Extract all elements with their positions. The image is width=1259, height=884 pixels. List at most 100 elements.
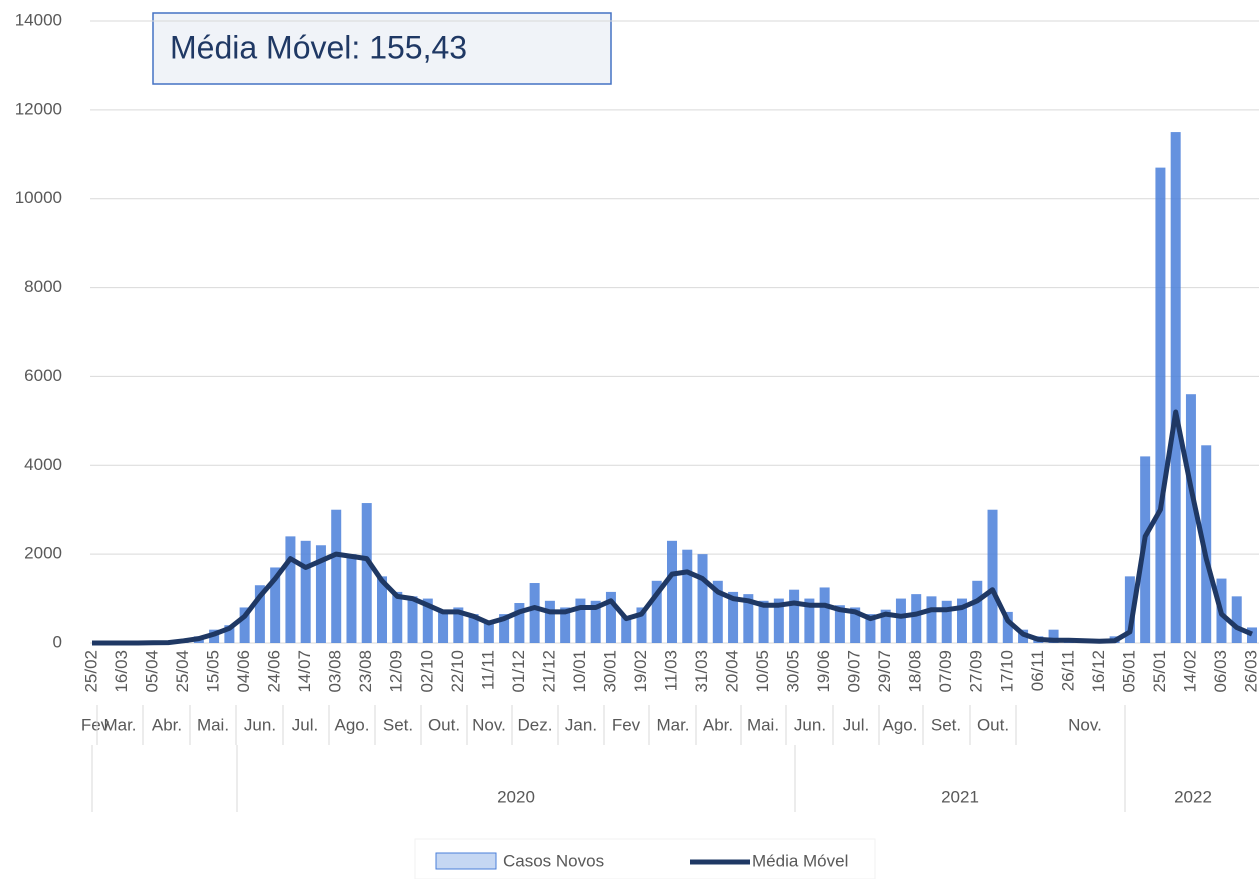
month-label: Jul. [292,715,318,734]
x-tick-label: 15/05 [204,650,223,693]
x-tick-label: 02/10 [417,650,436,693]
year-label: 2020 [497,787,535,806]
legend-label: Casos Novos [503,851,604,870]
x-tick-label: 19/02 [631,650,650,693]
bar [362,503,372,643]
year-label: 2022 [1174,787,1212,806]
y-tick-label: 8000 [24,277,62,296]
x-tick-label: 20/04 [723,650,742,693]
bar [408,596,418,643]
month-label: Mai. [747,715,779,734]
x-tick-label: 29/07 [875,650,894,693]
month-label: Jun. [244,715,276,734]
x-tick-label: 22/10 [448,650,467,693]
bar [285,536,295,643]
bar [820,587,830,643]
month-label: Abr. [703,715,733,734]
month-label: Out. [428,715,460,734]
x-tick-label: 03/08 [326,650,345,693]
x-tick-label: 06/03 [1211,650,1230,693]
x-tick-label: 30/01 [600,650,619,693]
legend-swatch [436,853,496,869]
bar [896,599,906,643]
bar [972,581,982,643]
bar [530,583,540,643]
x-tick-label: 06/11 [1028,650,1047,691]
month-label: Mai. [197,715,229,734]
y-tick-label: 2000 [24,544,62,563]
x-tick-label: 14/07 [295,650,314,693]
year-label: 2021 [941,787,979,806]
month-label: Nov. [1068,715,1102,734]
month-label: Dez. [518,715,553,734]
x-tick-label: 05/04 [143,650,162,693]
x-tick-label: 01/12 [509,650,528,693]
x-tick-label: 31/03 [692,650,711,693]
y-tick-label: 0 [53,632,62,651]
bar [988,510,998,643]
x-tick-label: 26/03 [1241,650,1259,693]
month-label: Fev [612,715,641,734]
bar [438,610,448,643]
bar [346,554,356,643]
x-tick-label: 14/02 [1180,650,1199,693]
x-tick-label: 07/09 [936,650,955,693]
month-label: Abr. [152,715,182,734]
bar [789,590,799,643]
month-label: Jul. [843,715,869,734]
x-tick-label: 24/06 [265,650,284,693]
month-label: Nov. [472,715,506,734]
month-label: Out. [977,715,1009,734]
x-tick-label: 27/09 [967,650,986,693]
y-tick-label: 10000 [15,188,62,207]
x-tick-label: 25/04 [173,650,192,693]
legend-label: Média Móvel [752,851,848,870]
month-label: Mar. [656,715,689,734]
x-tick-label: 26/11 [1058,650,1077,691]
x-tick-label: 11/11 [478,650,497,690]
bar [392,592,402,643]
x-tick-label: 23/08 [356,650,375,693]
bar [1171,132,1181,643]
x-tick-label: 10/05 [753,650,772,693]
x-tick-label: 19/06 [814,650,833,693]
bar [911,594,921,643]
x-tick-label: 11/03 [661,650,680,691]
y-tick-label: 12000 [15,99,62,118]
bar [1186,394,1196,643]
x-tick-label: 12/09 [387,650,406,693]
month-label: Jun. [794,715,826,734]
bar [682,550,692,643]
month-label: Set. [931,715,961,734]
month-label: Jan. [565,715,597,734]
x-tick-label: 21/12 [539,650,558,693]
bar [1155,168,1165,643]
x-tick-label: 25/01 [1150,650,1169,693]
x-tick-label: 16/12 [1089,650,1108,693]
annotation: Média Móvel: 155,43 [170,29,467,65]
y-tick-label: 6000 [24,366,62,385]
bar [301,541,311,643]
y-tick-label: 14000 [15,10,62,29]
x-tick-label: 30/05 [784,650,803,693]
x-tick-label: 04/06 [234,650,253,693]
x-tick-label: 25/02 [81,650,100,693]
x-tick-label: 05/01 [1119,650,1138,693]
x-tick-label: 17/10 [997,650,1016,693]
bar [331,510,341,643]
month-label: Set. [383,715,413,734]
month-label: Ago. [335,715,370,734]
x-tick-label: 16/03 [112,650,131,693]
x-tick-label: 09/07 [845,650,864,693]
y-tick-label: 4000 [24,455,62,474]
bar [1232,596,1242,643]
x-tick-label: 18/08 [906,650,925,693]
bar [926,596,936,643]
bar [667,541,677,643]
month-label: Mar. [103,715,136,734]
bar [545,601,555,643]
bar [698,554,708,643]
